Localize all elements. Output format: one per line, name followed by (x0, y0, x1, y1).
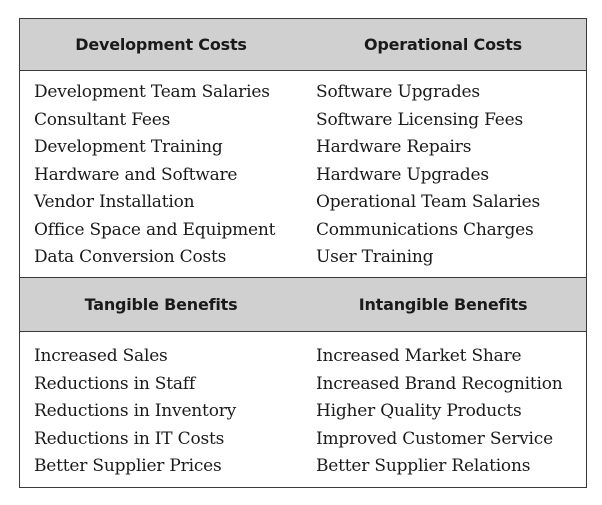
tangible-benefits-list: Increased Sales Reductions in Staff Redu… (34, 345, 236, 483)
costs-header-row: Development Costs Operational Costs (20, 19, 586, 71)
benefits-header-row: Tangible Benefits Intangible Benefits (20, 277, 586, 332)
intangible-benefits-header: Intangible Benefits (358, 295, 528, 314)
list-item: Consultant Fees (34, 109, 171, 130)
list-item: Development Team Salaries (34, 82, 270, 102)
list-item: Vendor Installation (34, 192, 195, 212)
list-item: Increased Market Share (316, 346, 522, 366)
list-item: Reductions in Inventory (34, 401, 237, 421)
intangible-benefits-list: Increased Market Share Increased Brand R… (316, 345, 563, 483)
list-item: Data Conversion Costs (34, 247, 227, 267)
list-item: Increased Brand Recognition (316, 373, 563, 394)
list-item: Hardware and Software (34, 164, 238, 185)
list-item: Increased Sales (34, 346, 168, 366)
list-item: Development Training (34, 137, 223, 157)
list-item: Higher Quality Products (316, 401, 522, 421)
list-item: Reductions in IT Costs (34, 428, 225, 449)
operational-costs-header: Operational Costs (364, 35, 522, 54)
costs-benefits-table: Development Costs Operational Costs Deve… (19, 18, 587, 488)
development-costs-list: Development Team Salaries Consultant Fee… (34, 81, 275, 274)
list-item: Better Supplier Prices (34, 456, 222, 476)
development-costs-header: Development Costs (75, 35, 247, 54)
operational-costs-list: Software Upgrades Software Licensing Fee… (316, 81, 540, 274)
list-item: Software Upgrades (316, 82, 480, 102)
list-item: Operational Team Salaries (316, 192, 541, 212)
list-item: Communications Charges (316, 219, 534, 240)
list-item: Improved Customer Service (316, 428, 553, 449)
list-item: Reductions in Staff (34, 373, 195, 394)
list-item: User Training (316, 247, 434, 267)
list-item: Hardware Upgrades (316, 164, 489, 185)
list-item: Better Supplier Relations (316, 456, 531, 476)
list-item: Hardware Repairs (316, 137, 472, 157)
tangible-benefits-header: Tangible Benefits (84, 295, 238, 314)
list-item: Software Licensing Fees (316, 109, 524, 130)
list-item: Office Space and Equipment (34, 219, 276, 240)
